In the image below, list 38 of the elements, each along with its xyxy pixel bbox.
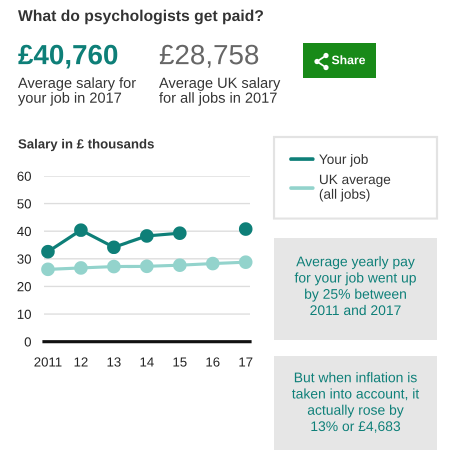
text: Average yearly pay for your job went up by 25% between 2011 and 2017 — [294, 256, 416, 316]
x-tick-label: 15 — [173, 357, 187, 367]
x-tick-label: 13 — [108, 357, 121, 367]
point — [206, 256, 220, 270]
y-tick-label: 50 — [17, 199, 31, 209]
legend-label: UK average (all jobs) — [320, 174, 390, 202]
text: Average UK salary for all jobs in 2017 — [159, 77, 280, 106]
point — [107, 240, 121, 254]
y-tick-label: 0 — [24, 337, 31, 347]
y-axis-title: Salary in £ thousands — [18, 138, 154, 152]
y-tick-label: 30 — [17, 254, 31, 264]
x-tick-label: 14 — [140, 357, 154, 367]
chart-title: What do psychologists get paid? — [18, 10, 263, 24]
point — [74, 223, 88, 237]
x-tick-label: 16 — [206, 357, 220, 367]
text: Share — [332, 55, 366, 64]
point — [107, 260, 121, 274]
x-tick-label: 17 — [239, 357, 252, 367]
y-tick-label: 20 — [17, 282, 31, 292]
point — [140, 229, 154, 243]
point — [41, 244, 55, 258]
x-tick-label: 12 — [74, 357, 88, 367]
legend-label: Your job — [319, 154, 368, 167]
point — [140, 260, 154, 274]
text: Average salary for your job in 2017 — [18, 77, 136, 106]
y-tick-label: 10 — [18, 310, 31, 319]
y-tick-label: 60 — [17, 172, 31, 181]
point — [74, 261, 88, 275]
point — [41, 262, 55, 276]
point — [238, 255, 253, 269]
text: £40,760 — [18, 44, 118, 68]
text: £28,758 — [160, 44, 258, 68]
y-tick-label: 40 — [17, 226, 31, 236]
text: But when inflation is taken into account, it actually rose by 13% or £4,683 — [292, 372, 420, 433]
x-tick-label: 2011 — [34, 357, 62, 367]
point — [172, 258, 187, 272]
point — [238, 222, 253, 236]
point — [172, 226, 187, 240]
